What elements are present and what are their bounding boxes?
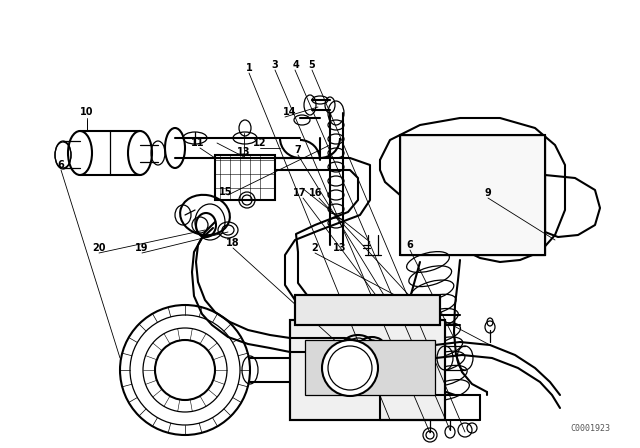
Text: 3: 3 [271,60,278,70]
Circle shape [120,305,250,435]
Text: 14: 14 [284,107,297,117]
Text: 15: 15 [220,187,233,197]
Text: 4: 4 [292,60,300,70]
Text: 2: 2 [312,243,318,253]
Text: C0001923: C0001923 [570,423,610,432]
Bar [295,295,440,325]
Text: 12: 12 [253,138,267,148]
Text: 6: 6 [58,160,65,170]
Text: 16: 16 [309,188,323,198]
Text: 10: 10 [80,107,93,117]
Text: 17: 17 [293,188,307,198]
Bar [400,135,545,255]
Text: 13: 13 [333,243,347,253]
Polygon shape [545,175,600,237]
Text: 6: 6 [406,240,413,250]
Text: 19: 19 [135,243,148,253]
Text: 1: 1 [246,63,252,73]
Text: 7: 7 [294,145,301,155]
Text: 13: 13 [237,147,251,157]
Bar [400,135,545,255]
Polygon shape [380,118,565,262]
Bar [290,320,445,420]
Bar [290,320,445,420]
Bar [215,155,275,200]
Text: 5: 5 [308,60,316,70]
Text: 18: 18 [226,238,240,248]
Ellipse shape [322,340,378,396]
Bar [295,295,440,325]
Bar [305,340,435,395]
Text: 11: 11 [191,138,205,148]
Text: 9: 9 [484,188,492,198]
Text: 20: 20 [92,243,106,253]
